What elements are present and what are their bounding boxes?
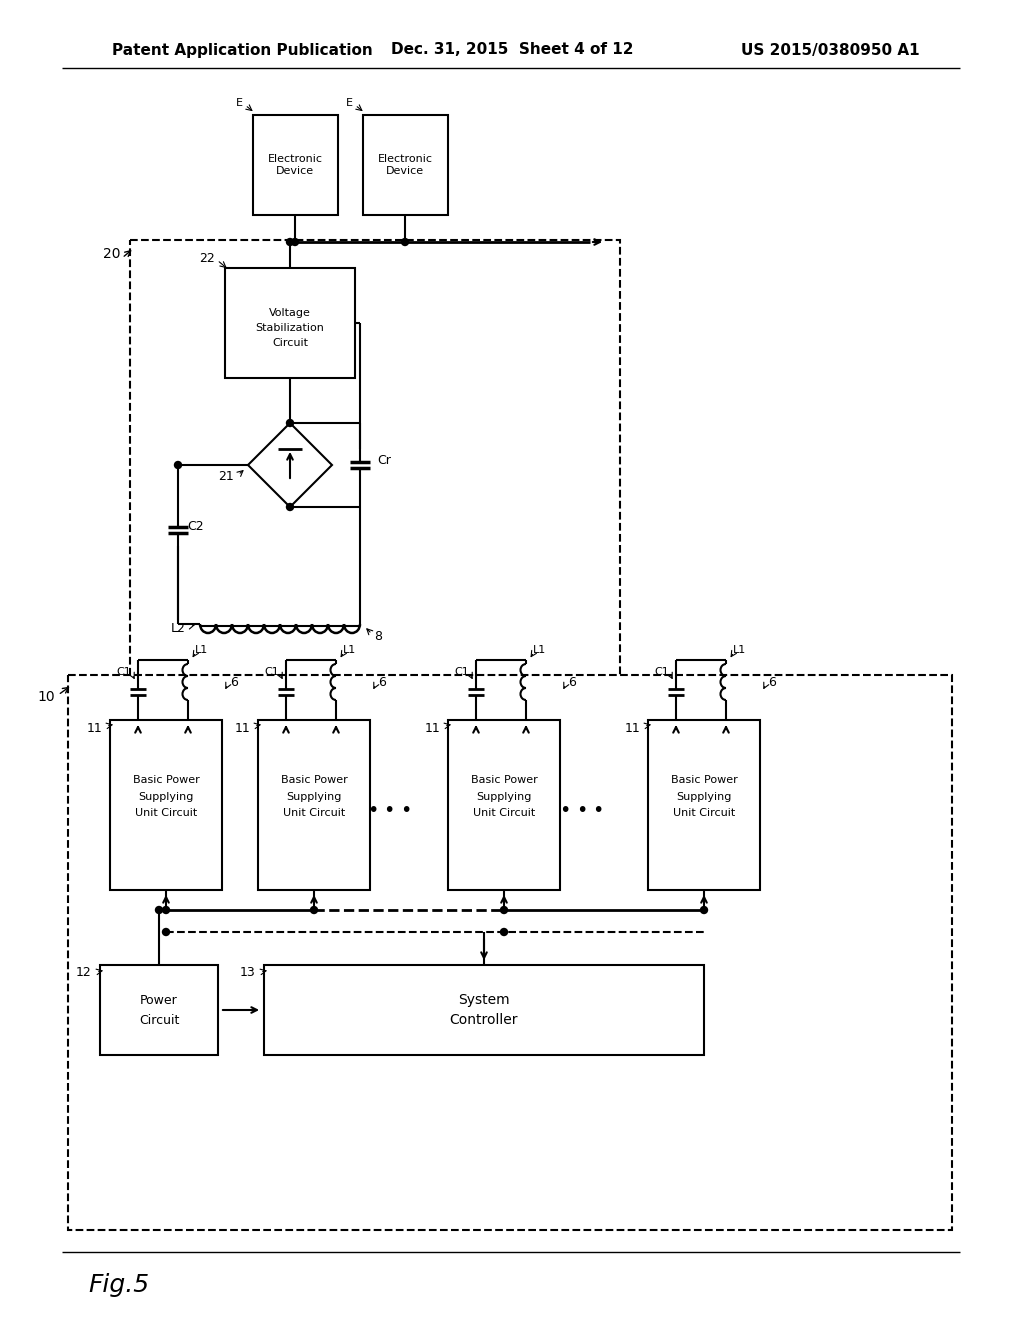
Text: Supplying: Supplying xyxy=(476,792,531,803)
Text: L1: L1 xyxy=(196,645,209,655)
Circle shape xyxy=(501,907,508,913)
Text: Dec. 31, 2015  Sheet 4 of 12: Dec. 31, 2015 Sheet 4 of 12 xyxy=(391,42,633,58)
Bar xyxy=(68,675,952,1230)
Text: Electronic
Device: Electronic Device xyxy=(378,154,432,176)
Text: Unit Circuit: Unit Circuit xyxy=(135,808,198,818)
Circle shape xyxy=(501,928,508,936)
Text: 10: 10 xyxy=(37,690,55,704)
Circle shape xyxy=(174,462,181,469)
Bar xyxy=(225,268,355,378)
Text: 11: 11 xyxy=(425,722,441,734)
Bar xyxy=(253,115,338,215)
Circle shape xyxy=(163,907,170,913)
Circle shape xyxy=(700,907,708,913)
Text: E: E xyxy=(345,98,352,108)
Text: Unit Circuit: Unit Circuit xyxy=(473,808,536,818)
Text: 6: 6 xyxy=(768,676,776,689)
Text: 11: 11 xyxy=(87,722,102,734)
Text: L1: L1 xyxy=(733,645,746,655)
Circle shape xyxy=(292,239,299,246)
Text: Patent Application Publication: Patent Application Publication xyxy=(112,42,373,58)
Text: 8: 8 xyxy=(374,630,382,643)
Circle shape xyxy=(163,928,170,936)
Bar xyxy=(362,115,449,215)
Text: L2: L2 xyxy=(171,622,185,635)
Text: 6: 6 xyxy=(230,676,238,689)
Text: Basic Power: Basic Power xyxy=(671,775,737,785)
Text: Supplying: Supplying xyxy=(676,792,732,803)
Text: Unit Circuit: Unit Circuit xyxy=(283,808,345,818)
Text: 6: 6 xyxy=(568,676,575,689)
Text: 13: 13 xyxy=(240,966,256,979)
Text: 12: 12 xyxy=(76,966,92,979)
Text: C2: C2 xyxy=(187,520,205,532)
Text: Basic Power: Basic Power xyxy=(471,775,538,785)
Bar xyxy=(130,240,620,680)
Text: Circuit: Circuit xyxy=(139,1014,179,1027)
Text: •: • xyxy=(400,800,412,820)
Text: Voltage: Voltage xyxy=(269,308,311,318)
Bar xyxy=(264,965,705,1055)
Text: 20: 20 xyxy=(103,247,121,261)
Text: Electronic
Device: Electronic Device xyxy=(267,154,323,176)
Text: Basic Power: Basic Power xyxy=(133,775,200,785)
Bar xyxy=(258,719,370,890)
Text: •: • xyxy=(577,800,588,820)
Bar xyxy=(449,719,560,890)
Bar xyxy=(110,719,222,890)
Text: US 2015/0380950 A1: US 2015/0380950 A1 xyxy=(741,42,920,58)
Circle shape xyxy=(401,239,409,246)
Text: Circuit: Circuit xyxy=(272,338,308,348)
Text: 22: 22 xyxy=(199,252,215,264)
Text: C1: C1 xyxy=(455,667,469,677)
Circle shape xyxy=(156,907,163,913)
Text: Basic Power: Basic Power xyxy=(281,775,347,785)
Text: Supplying: Supplying xyxy=(138,792,194,803)
Circle shape xyxy=(287,239,294,246)
Text: System: System xyxy=(458,993,510,1007)
Text: •: • xyxy=(383,800,394,820)
Text: Power: Power xyxy=(140,994,178,1006)
Text: 11: 11 xyxy=(236,722,251,734)
Bar xyxy=(648,719,760,890)
Text: L1: L1 xyxy=(343,645,356,655)
Circle shape xyxy=(287,420,294,426)
Text: •: • xyxy=(592,800,604,820)
Text: 6: 6 xyxy=(378,676,386,689)
Text: •: • xyxy=(368,800,379,820)
Text: C1: C1 xyxy=(117,667,131,677)
Text: Supplying: Supplying xyxy=(287,792,342,803)
Bar xyxy=(100,965,218,1055)
Text: Stabilization: Stabilization xyxy=(256,323,325,333)
Text: C1: C1 xyxy=(264,667,280,677)
Text: 11: 11 xyxy=(625,722,641,734)
Circle shape xyxy=(287,503,294,511)
Text: L1: L1 xyxy=(534,645,547,655)
Circle shape xyxy=(310,907,317,913)
Text: C1: C1 xyxy=(654,667,670,677)
Text: Cr: Cr xyxy=(377,454,391,467)
Text: E: E xyxy=(236,98,243,108)
Text: Fig.5: Fig.5 xyxy=(88,1272,150,1298)
Text: Controller: Controller xyxy=(450,1012,518,1027)
Text: 21: 21 xyxy=(218,470,233,483)
Text: Unit Circuit: Unit Circuit xyxy=(673,808,735,818)
Text: •: • xyxy=(559,800,570,820)
